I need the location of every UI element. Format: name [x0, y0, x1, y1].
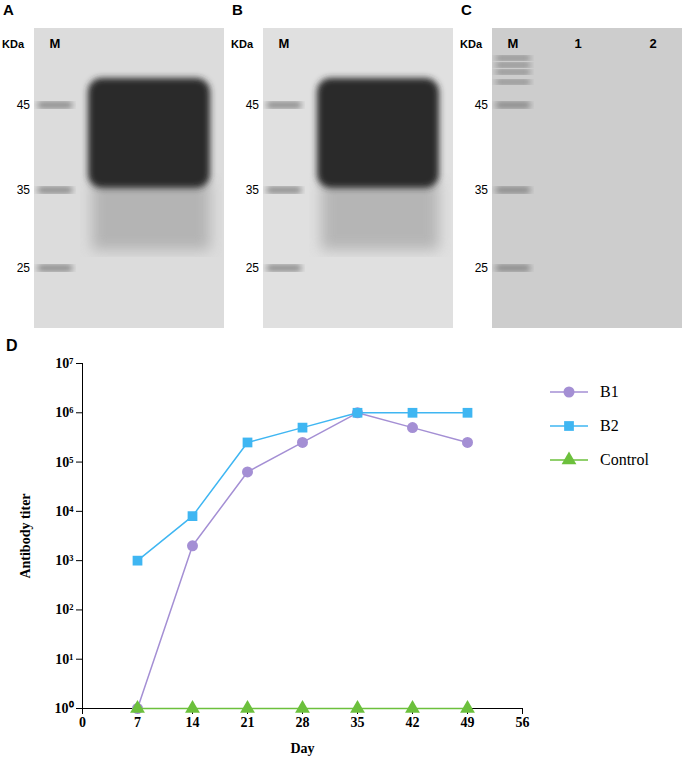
svg-text:45: 45: [246, 98, 260, 112]
svg-text:0: 0: [79, 715, 86, 730]
svg-text:M: M: [50, 36, 61, 51]
svg-text:Antibody titer: Antibody titer: [18, 493, 33, 578]
svg-text:10⁵: 10⁵: [55, 455, 73, 470]
svg-text:35: 35: [246, 183, 260, 197]
svg-text:35: 35: [351, 715, 365, 730]
svg-text:42: 42: [406, 715, 420, 730]
svg-text:28: 28: [296, 715, 310, 730]
html-text:B1: B1: [600, 383, 619, 400]
html-text:B2: B2: [600, 417, 619, 434]
svg-text:35: 35: [17, 183, 31, 197]
svg-text:M: M: [508, 36, 519, 51]
svg-text:10³: 10³: [55, 553, 73, 568]
svg-text:C: C: [461, 1, 472, 18]
svg-text:10²: 10²: [55, 602, 73, 617]
svg-text:35: 35: [475, 183, 489, 197]
svg-text:10¹: 10¹: [55, 652, 73, 667]
svg-text:56: 56: [516, 715, 530, 730]
svg-text:45: 45: [17, 98, 31, 112]
svg-text:25: 25: [17, 261, 31, 275]
svg-text:M: M: [279, 36, 290, 51]
svg-text:10⁷: 10⁷: [55, 356, 73, 371]
svg-text:1: 1: [574, 36, 581, 51]
svg-text:21: 21: [241, 715, 255, 730]
svg-text:2: 2: [649, 36, 656, 51]
svg-text:B: B: [232, 1, 243, 18]
svg-text:KDa: KDa: [460, 38, 483, 50]
svg-text:45: 45: [475, 98, 489, 112]
html-text:Control: Control: [600, 451, 649, 468]
svg-text:Day: Day: [290, 741, 314, 756]
svg-text:14: 14: [186, 715, 200, 730]
svg-text:49: 49: [461, 715, 475, 730]
svg-text:10⁶: 10⁶: [55, 405, 73, 420]
svg-text:KDa: KDa: [231, 38, 254, 50]
svg-text:10⁰: 10⁰: [55, 700, 74, 716]
svg-text:25: 25: [475, 261, 489, 275]
svg-text:KDa: KDa: [2, 38, 25, 50]
html-text:D: D: [6, 337, 18, 354]
svg-text:7: 7: [134, 715, 141, 730]
svg-text:10⁴: 10⁴: [55, 504, 74, 519]
svg-text:A: A: [3, 1, 14, 18]
svg-text:25: 25: [246, 261, 260, 275]
